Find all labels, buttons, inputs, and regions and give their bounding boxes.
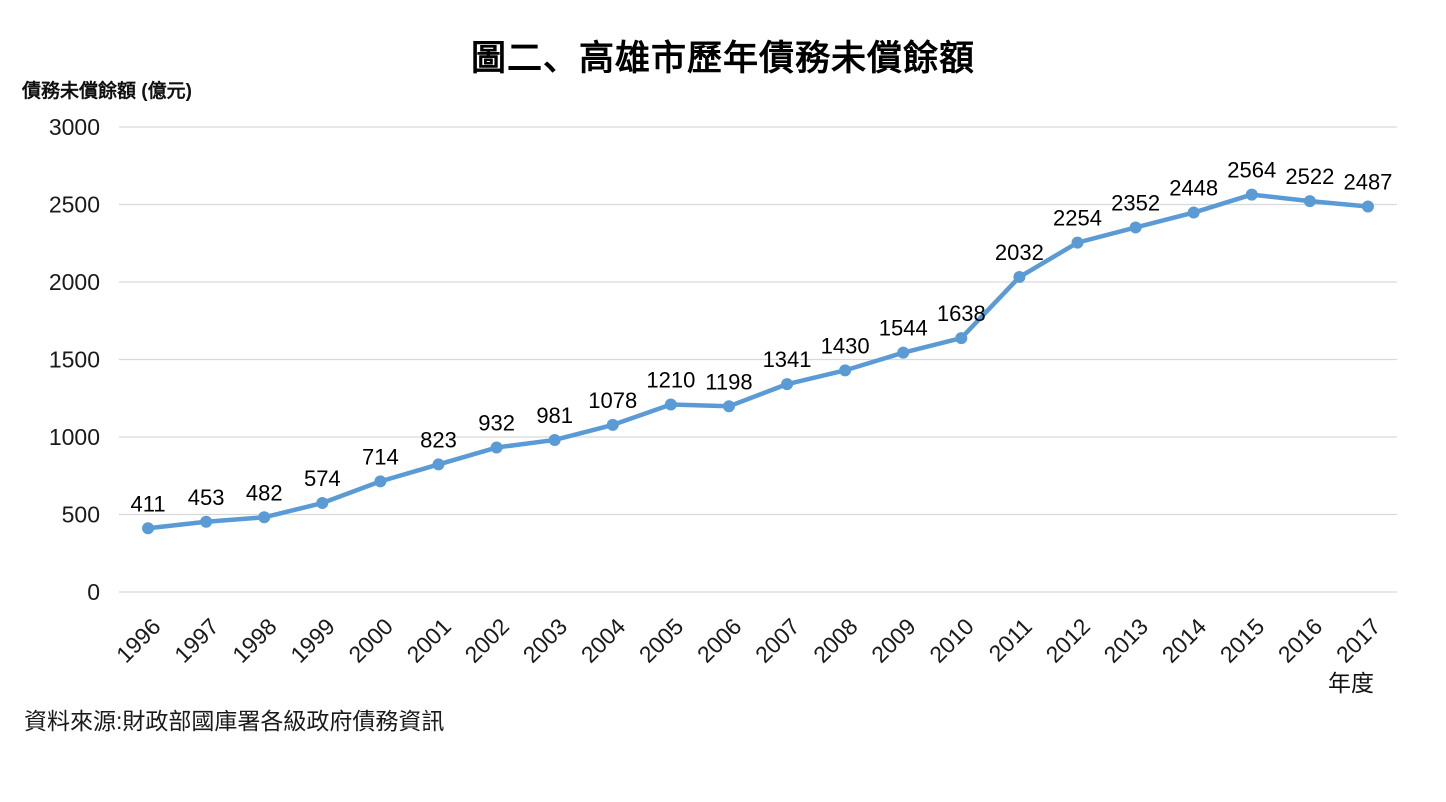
data-label: 2487 (1343, 170, 1392, 195)
x-tick-label: 2005 (634, 613, 689, 668)
x-tick-label: 1998 (227, 613, 282, 668)
data-point (1245, 188, 1258, 201)
data-label: 714 (362, 444, 399, 469)
data-label: 2448 (1169, 176, 1218, 201)
data-label: 411 (131, 491, 166, 516)
data-label: 2352 (1111, 190, 1160, 215)
data-point (1303, 195, 1316, 208)
source-note: 資料來源:財政部國庫署各級政府債務資訊 (24, 708, 445, 734)
x-tick-label: 2002 (460, 613, 515, 668)
x-tick-label: 2004 (576, 613, 631, 668)
y-tick-label: 2500 (49, 192, 100, 218)
y-axis-title: 債務未償餘額 (億元) (22, 81, 192, 102)
data-label: 1210 (646, 367, 695, 392)
x-tick-label: 2007 (750, 613, 805, 668)
data-point (1129, 221, 1142, 234)
x-tick-label: 2008 (808, 613, 863, 668)
series-line (145, 192, 1371, 531)
x-tick-label: 2006 (692, 613, 747, 668)
data-point (1013, 271, 1026, 284)
y-tick-label: 1500 (49, 347, 100, 373)
x-tick-label: 2015 (1215, 613, 1270, 668)
x-tick-label: 2017 (1331, 613, 1386, 668)
data-label: 482 (246, 480, 283, 505)
data-point (1361, 200, 1374, 213)
data-point (316, 497, 329, 510)
y-tick-label: 2000 (49, 269, 100, 295)
data-point (781, 378, 794, 391)
data-point (200, 515, 213, 528)
data-point (839, 364, 852, 377)
data-label: 1638 (937, 301, 986, 326)
data-label: 574 (304, 466, 341, 491)
data-label: 981 (536, 403, 573, 428)
data-point (1187, 206, 1200, 219)
x-tick-label: 1996 (111, 613, 166, 668)
x-tick-label: 2009 (866, 613, 921, 668)
data-label: 1430 (821, 333, 870, 358)
data-label: 2564 (1227, 158, 1276, 183)
data-label: 1198 (705, 369, 752, 394)
x-tick-label: 2016 (1273, 613, 1328, 668)
data-point (142, 522, 155, 535)
data-point (432, 458, 445, 471)
y-tick-label: 500 (62, 502, 100, 528)
data-label: 1544 (879, 316, 928, 341)
data-point (374, 475, 387, 488)
data-point (490, 441, 503, 454)
x-tick-label: 2001 (401, 613, 456, 668)
y-tick-label: 1000 (49, 424, 100, 450)
data-point (955, 332, 968, 345)
x-tick-label: 1999 (285, 613, 340, 668)
data-label: 932 (478, 411, 515, 436)
data-point (897, 346, 910, 359)
x-tick-label: 1997 (169, 613, 224, 668)
x-tick-label: 2011 (984, 613, 1037, 666)
y-tick-label: 3000 (49, 114, 100, 140)
data-label: 2032 (995, 240, 1044, 265)
x-tick-label: 2014 (1157, 613, 1212, 668)
x-tick-label: 2000 (343, 613, 398, 668)
x-tick-label: 2013 (1099, 613, 1154, 668)
data-point (258, 511, 271, 524)
data-label: 453 (188, 485, 225, 510)
x-axis-title: 年度 (1328, 670, 1374, 696)
data-label: 1078 (588, 388, 637, 413)
x-tick-label: 2012 (1040, 613, 1095, 668)
data-label: 1341 (763, 347, 812, 372)
x-tick-label: 2003 (518, 613, 573, 668)
data-point (548, 433, 561, 446)
data-point (722, 400, 735, 413)
data-point (606, 418, 619, 431)
data-label: 2522 (1285, 164, 1334, 189)
y-tick-label: 0 (87, 579, 100, 605)
data-point (1071, 236, 1084, 249)
data-point (664, 398, 677, 411)
data-label: 823 (420, 427, 457, 452)
x-tick-label: 2010 (924, 613, 979, 668)
chart-title: 圖二、高雄市歷年債務未償餘額 (470, 39, 975, 78)
data-label: 2254 (1053, 206, 1102, 231)
